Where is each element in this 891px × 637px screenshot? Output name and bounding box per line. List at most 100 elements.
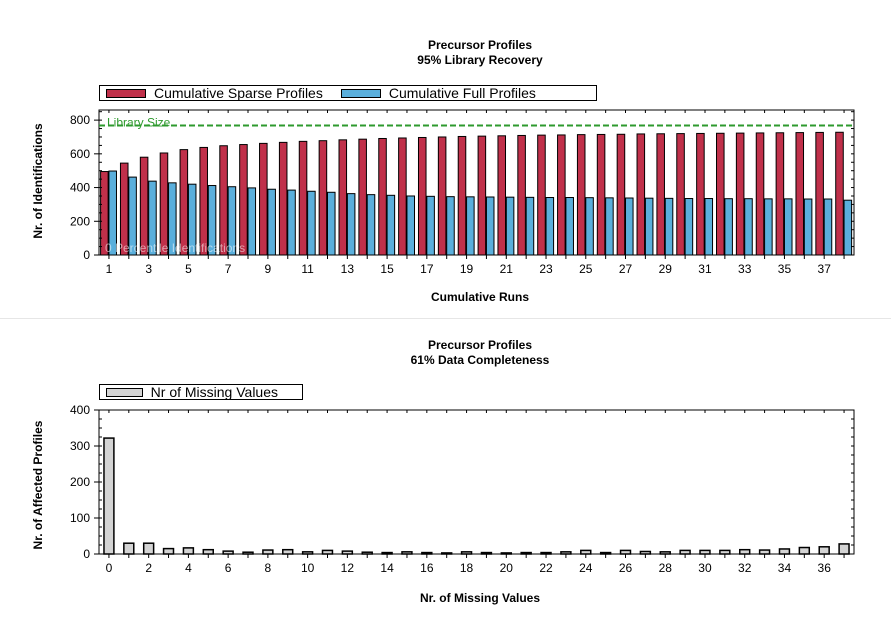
- legend-swatch-sparse: [106, 88, 146, 98]
- x-tick-label: 5: [185, 262, 192, 276]
- x-tick-label: 35: [778, 262, 792, 276]
- y-tick-label: 300: [70, 439, 90, 453]
- bar-runs-s0-33: [735, 132, 745, 256]
- x-tick-label: 12: [341, 561, 355, 575]
- bar-runs-s0-34: [755, 132, 765, 256]
- bar-missing-s0-3: [162, 547, 175, 555]
- bar-missing-s0-28: [659, 551, 671, 555]
- legend-label-sparse: Cumulative Sparse Profiles: [154, 85, 323, 101]
- bar-missing-s0-6: [222, 550, 234, 555]
- bar-runs-s0-37: [815, 131, 824, 256]
- bottom-chart-title: Precursor Profiles: [427, 338, 533, 352]
- bar-missing-s0-24: [580, 549, 592, 555]
- x-tick-label: 14: [380, 561, 394, 575]
- bottom-chart-subtitle: 61% Data Completeness: [410, 353, 550, 367]
- bar-runs-s0-28: [636, 133, 646, 256]
- bottom-chart-legend: Nr of Missing Values: [99, 384, 303, 400]
- x-tick-label: 22: [539, 561, 553, 575]
- bar-runs-s0-38: [835, 131, 844, 256]
- bar-missing-s0-15: [401, 551, 413, 555]
- bar-runs-s1-31: [704, 198, 714, 256]
- x-tick-label: 10: [301, 561, 315, 575]
- top-chart-legend: Cumulative Sparse Profiles Cumulative Fu…: [99, 85, 597, 101]
- x-tick-label: 36: [818, 561, 832, 575]
- bar-missing-s0-13: [361, 551, 373, 555]
- identifications-chart-panel: Precursor Profiles 95% Library Recovery …: [0, 0, 891, 318]
- bar-runs-s1-26: [605, 197, 614, 256]
- bar-runs-s0-30: [676, 133, 685, 256]
- bar-runs-s1-1: [108, 170, 117, 256]
- bar-missing-s0-9: [282, 548, 294, 555]
- bar-runs-s0-3: [139, 156, 149, 256]
- bar-runs-s0-21: [497, 135, 507, 256]
- bar-runs-s0-18: [437, 136, 447, 256]
- x-tick-label: 26: [619, 561, 633, 575]
- top-chart-y-axis-title: Nr. of Identifications: [31, 123, 45, 239]
- bar-missing-s0-30: [699, 549, 711, 555]
- bar-missing-s0-20: [500, 552, 513, 555]
- legend-swatch-full: [340, 88, 381, 98]
- bar-missing-s0-11: [321, 549, 334, 555]
- bar-missing-s0-27: [639, 550, 652, 555]
- x-tick-label: 6: [225, 561, 232, 575]
- y-tick-label: 0: [83, 547, 90, 561]
- top-chart-plot: Library Size 0 Percentile Identifications…: [70, 109, 855, 276]
- panel-divider: [0, 318, 891, 319]
- x-tick-label: 17: [420, 262, 434, 276]
- x-tick-label: 27: [619, 262, 633, 276]
- top-chart-title: Precursor Profiles: [427, 38, 533, 52]
- bar-runs-s1-24: [565, 197, 574, 256]
- x-tick-label: 31: [698, 262, 712, 276]
- bar-missing-s0-5: [202, 548, 214, 555]
- bar-runs-s1-5: [187, 183, 197, 256]
- bar-missing-s0-14: [381, 551, 393, 555]
- bar-runs-s0-24: [557, 134, 566, 256]
- x-tick-label: 34: [778, 561, 792, 575]
- bar-runs-s0-20: [477, 135, 487, 256]
- bar-runs-s1-22: [525, 196, 535, 256]
- bar-missing-s0-12: [341, 550, 354, 555]
- y-tick-label: 200: [70, 214, 90, 228]
- bar-missing-s0-8: [262, 549, 274, 555]
- x-tick-label: 19: [460, 262, 474, 276]
- bar-runs-s1-19: [466, 196, 475, 256]
- bar-runs-s0-29: [656, 133, 665, 256]
- bar-runs-s1-36: [803, 198, 813, 256]
- bar-runs-s1-8: [247, 187, 257, 256]
- x-tick-label: 21: [500, 262, 514, 276]
- bar-runs-s0-6: [199, 146, 208, 256]
- bar-runs-s1-27: [625, 197, 634, 256]
- y-tick-label: 0: [83, 248, 90, 262]
- y-tick-label: 200: [70, 475, 90, 489]
- x-tick-label: 13: [341, 262, 355, 276]
- x-tick-label: 23: [539, 262, 553, 276]
- y-tick-label: 400: [70, 403, 90, 417]
- x-tick-label: 9: [265, 262, 272, 276]
- x-tick-label: 15: [380, 262, 394, 276]
- bar-runs-s1-7: [227, 186, 237, 256]
- x-tick-label: 30: [698, 561, 712, 575]
- x-tick-label: 24: [579, 561, 593, 575]
- bottom-chart-x-axis-title: Nr. of Missing Values: [419, 591, 541, 605]
- bar-missing-s0-21: [520, 551, 532, 555]
- bar-missing-s0-1: [123, 542, 135, 555]
- library-size-label: Library Size: [107, 116, 171, 130]
- x-tick-label: 28: [659, 561, 673, 575]
- bar-missing-s0-26: [619, 549, 632, 555]
- x-tick-label: 25: [579, 262, 593, 276]
- bar-runs-s1-33: [744, 198, 753, 256]
- bar-runs-s1-34: [764, 198, 773, 256]
- bar-missing-s0-37: [838, 543, 850, 555]
- bar-runs-s0-11: [298, 140, 308, 256]
- bar-runs-s0-4: [159, 152, 169, 256]
- bar-runs-s1-21: [505, 196, 515, 256]
- bar-missing-s0-25: [599, 551, 612, 555]
- x-tick-label: 18: [460, 561, 474, 575]
- bottom-chart-y-axis-title: Nr. of Affected Profiles: [31, 420, 45, 550]
- bar-missing-s0-22: [540, 551, 552, 555]
- y-tick-label: 800: [70, 113, 90, 127]
- bar-missing-s0-0: [103, 437, 115, 555]
- x-tick-label: 1: [106, 262, 113, 276]
- x-tick-label: 29: [659, 262, 673, 276]
